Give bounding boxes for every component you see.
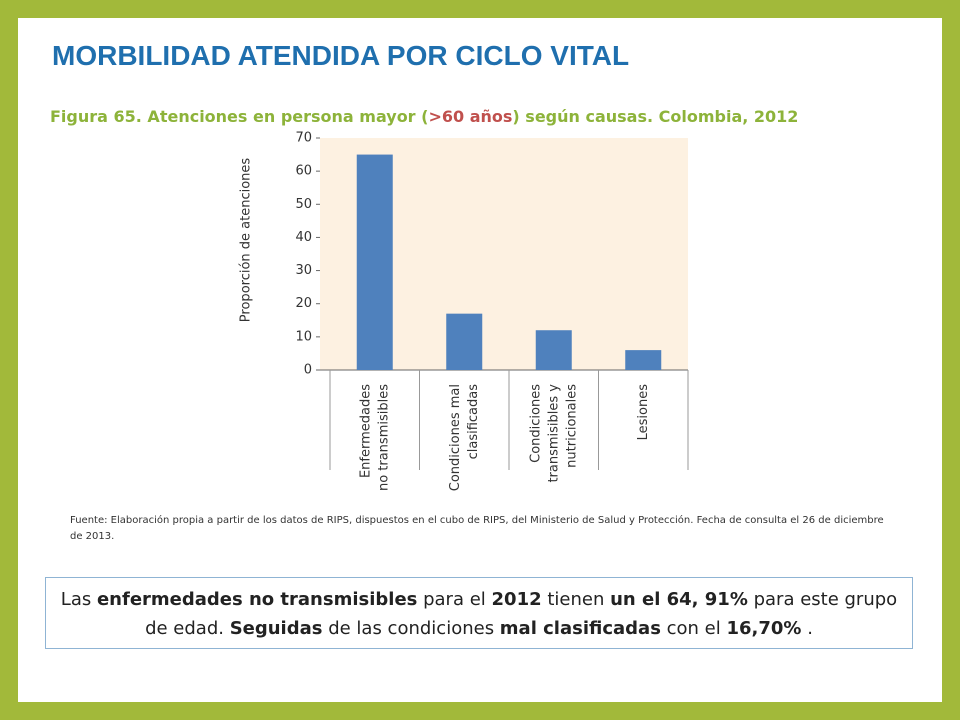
y-tick-label: 20 [295,296,312,311]
summary-part: tienen [541,589,611,610]
summary-part: . [801,618,813,639]
x-tick-label: Lesiones [636,384,651,441]
source-note: Fuente: Elaboración propia a partir de l… [70,515,884,542]
bar [535,330,572,370]
caption-part: ) según causas. Colombia, 2012 [512,107,799,126]
bar [625,350,662,370]
x-tick-label: clasificadas [466,384,481,460]
summary-part: con el [660,618,727,639]
y-tick-label: 70 [295,131,312,146]
bar [356,154,393,370]
figure-caption: Figura 65. Atenciones en persona mayor (… [50,107,798,126]
y-tick-label: 30 [295,263,312,278]
y-tick-label: 0 [304,363,312,378]
caption-part: Figura 65. Atenciones en persona mayor ( [50,107,429,126]
y-tick-label: 50 [295,197,312,212]
summary-part: para este grupo de edad. [145,589,898,639]
summary-part: para el [417,589,492,610]
bar [446,313,483,370]
summary-part: enfermedades no transmisibles [96,589,418,610]
summary-part: mal clasificadas [499,618,661,639]
x-tick-label: nutricionales [564,384,579,468]
summary-part: 16,70% [726,618,802,639]
caption-part: >60 años [428,107,513,126]
summary-part: Seguidas [229,618,323,639]
summary-part: un el 64, 91% [610,589,748,610]
y-tick-label: 60 [295,164,312,179]
y-axis-label: Proporción de atenciones [239,158,254,323]
summary-part: de las condiciones [322,618,500,639]
x-tick-label: Condiciones mal [448,384,463,491]
slide-title: MORBILIDAD ATENDIDA POR CICLO VITAL [52,40,630,71]
y-tick-label: 40 [295,230,312,245]
summary-part: Las [60,589,97,610]
summary-box: Las enfermedades no transmisibles para e… [45,577,913,649]
x-tick-label: Condiciones [528,384,543,463]
x-tick-label: Enfermedades [358,384,373,478]
summary-part: 2012 [491,589,542,610]
x-tick-label: no transmisibles [376,384,391,491]
x-tick-label: transmisibles y [546,384,561,483]
y-tick-label: 10 [295,329,312,344]
